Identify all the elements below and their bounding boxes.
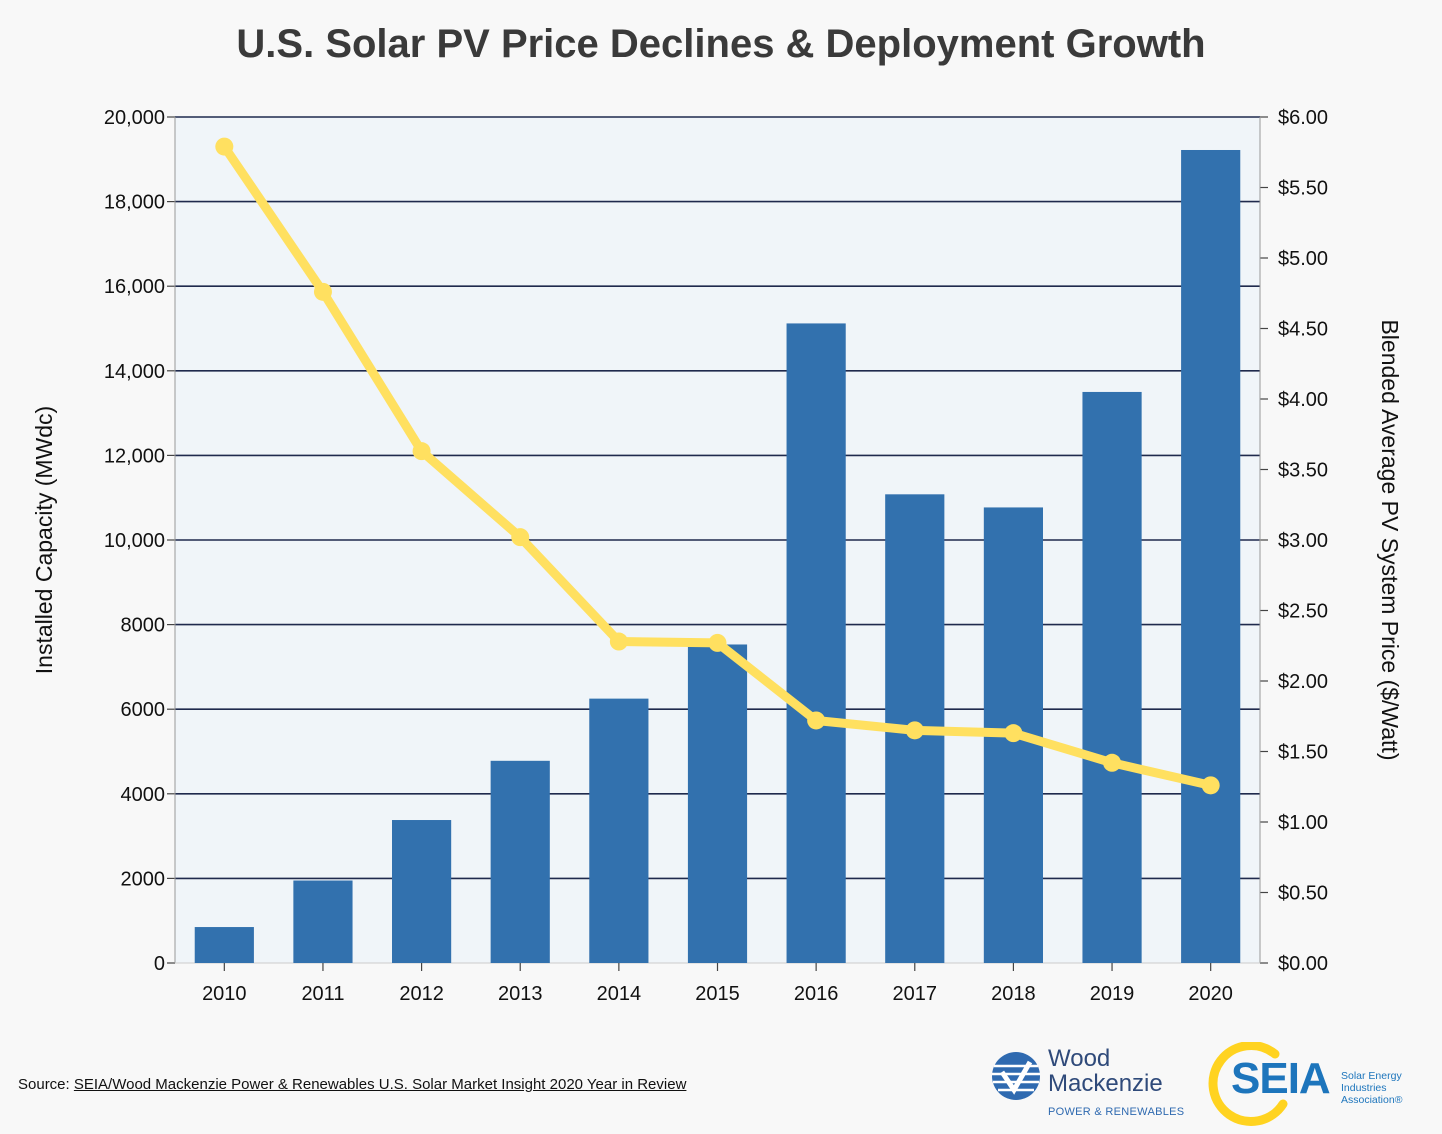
price-point-2019 xyxy=(1103,753,1122,772)
bar-2016 xyxy=(786,323,846,963)
x-tick-label: 2017 xyxy=(893,983,938,1005)
y2-axis-label: Blended Average PV System Price ($/Watt) xyxy=(1377,319,1403,760)
x-tick-label: 2011 xyxy=(301,983,344,1005)
y-tick-label: 6000 xyxy=(121,699,166,721)
y2-tick-label: $0.00 xyxy=(1278,953,1328,975)
bar-2010 xyxy=(194,927,254,963)
seia-wordmark: SEIA xyxy=(1231,1054,1331,1103)
bar-2012 xyxy=(392,820,452,963)
y-tick-label: 18,000 xyxy=(104,192,165,214)
price-point-2016 xyxy=(807,711,826,730)
x-tick-label: 2018 xyxy=(991,983,1036,1005)
wood-mackenzie-subtitle: POWER & RENEWABLES xyxy=(1048,1106,1185,1118)
source-link[interactable]: SEIA/Wood Mackenzie Power & Renewables U… xyxy=(73,1076,687,1093)
x-tick-label: 2012 xyxy=(399,983,444,1005)
wood-mackenzie-globe-icon xyxy=(992,1052,1040,1100)
y-tick-label: 2000 xyxy=(121,868,166,890)
x-tick-label: 2019 xyxy=(1090,983,1135,1005)
price-point-2020 xyxy=(1201,776,1220,795)
y2-tick-label: $1.00 xyxy=(1278,812,1328,834)
y2-tick-label: $2.00 xyxy=(1278,671,1328,693)
price-point-2014 xyxy=(609,632,628,651)
y2-tick-label: $6.00 xyxy=(1278,107,1328,129)
seia-tagline: Solar Energy Industries Association® xyxy=(1341,1070,1403,1106)
x-tick-label: 2015 xyxy=(695,983,740,1005)
y2-tick-label: $5.00 xyxy=(1278,248,1328,270)
price-point-2013 xyxy=(511,528,530,547)
x-tick-label: 2020 xyxy=(1188,983,1233,1005)
y2-tick-label: $3.50 xyxy=(1278,460,1328,482)
price-point-2011 xyxy=(313,282,332,301)
y-tick-label: 14,000 xyxy=(104,361,165,383)
bar-2011 xyxy=(293,880,353,963)
bar-2014 xyxy=(589,698,649,963)
y-tick-label: 8000 xyxy=(121,615,166,637)
price-point-2018 xyxy=(1004,724,1023,743)
x-tick-label: 2016 xyxy=(794,983,839,1005)
price-point-2010 xyxy=(215,137,234,156)
seia-logo: SEIA Solar Energy Industries Association… xyxy=(1205,1042,1435,1127)
y-tick-label: 4000 xyxy=(121,784,166,806)
x-tick-label: 2014 xyxy=(597,983,642,1005)
y2-tick-label: $4.00 xyxy=(1278,389,1328,411)
y-tick-label: 10,000 xyxy=(104,530,165,552)
y2-tick-label: $1.50 xyxy=(1278,742,1328,764)
bar-2015 xyxy=(687,644,748,963)
y2-tick-label: $5.50 xyxy=(1278,178,1328,200)
price-point-2017 xyxy=(905,721,924,740)
y2-tick-label: $3.00 xyxy=(1278,530,1328,552)
y2-tick-label: $4.50 xyxy=(1278,319,1328,341)
chart-title: U.S. Solar PV Price Declines & Deploymen… xyxy=(236,22,1206,66)
x-tick-label: 2010 xyxy=(202,983,247,1005)
price-point-2015 xyxy=(708,633,727,652)
bar-2019 xyxy=(1082,391,1142,963)
y-tick-label: 16,000 xyxy=(104,276,165,298)
wood-mackenzie-logo: Wood Mackenzie POWER & RENEWABLES xyxy=(990,1046,1190,1126)
y-tick-label: 0 xyxy=(154,953,165,975)
combo-chart: 0 2000 4000 6000 8000 10,000 12,000 14,000 16,00… xyxy=(31,107,1403,1005)
y-axis-label: Installed Capacity (MWdc) xyxy=(31,406,57,674)
source-note: Source: SEIA/Wood Mackenzie Power & Rene… xyxy=(18,1076,686,1093)
y-tick-label: 12,000 xyxy=(104,445,165,467)
source-prefix: Source: xyxy=(18,1076,74,1093)
y2-tick-label: $2.50 xyxy=(1278,601,1328,623)
y2-tick-label: $0.50 xyxy=(1278,883,1328,905)
y-tick-label: 20,000 xyxy=(104,107,165,129)
bar-2013 xyxy=(490,760,550,963)
x-tick-label: 2013 xyxy=(498,983,543,1005)
wood-mackenzie-name: Wood Mackenzie xyxy=(1048,1045,1163,1097)
bar-2020 xyxy=(1181,149,1241,963)
seia-sun-icon xyxy=(1208,1042,1288,1126)
price-point-2012 xyxy=(412,442,431,461)
